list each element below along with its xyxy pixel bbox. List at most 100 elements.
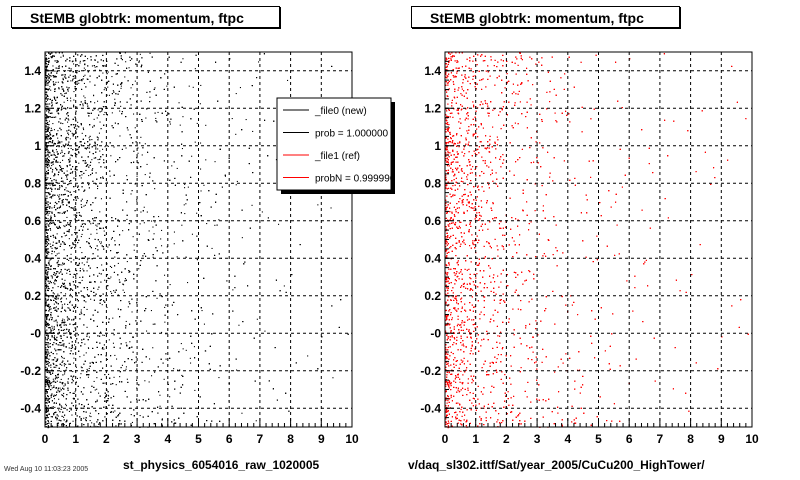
- data-point: [68, 183, 70, 185]
- data-point: [45, 198, 47, 200]
- data-point: [62, 282, 64, 284]
- data-point: [73, 55, 75, 57]
- data-point: [65, 363, 67, 365]
- data-point: [49, 373, 51, 375]
- data-point: [65, 60, 67, 62]
- data-point: [136, 398, 138, 400]
- data-point: [58, 398, 60, 400]
- data-point: [191, 155, 193, 157]
- data-point: [174, 177, 176, 179]
- data-point: [45, 172, 47, 174]
- data-point: [66, 272, 68, 274]
- data-point: [133, 249, 135, 251]
- data-point: [69, 74, 71, 76]
- data-point: [123, 284, 125, 286]
- data-point: [69, 157, 71, 159]
- data-point: [55, 319, 57, 321]
- data-point: [50, 373, 52, 375]
- data-point: [196, 212, 198, 214]
- data-point: [85, 301, 87, 303]
- data-point: [46, 326, 48, 328]
- data-point: [181, 155, 183, 157]
- data-point: [94, 102, 96, 104]
- data-point: [53, 282, 55, 284]
- data-point: [92, 218, 94, 220]
- data-point: [60, 56, 62, 58]
- data-point: [113, 334, 115, 336]
- data-point: [140, 260, 142, 262]
- data-point: [61, 425, 63, 427]
- data-point: [46, 392, 48, 394]
- data-point: [94, 309, 96, 311]
- data-point: [66, 210, 68, 212]
- data-point: [73, 307, 75, 309]
- data-point: [96, 225, 98, 227]
- data-point: [153, 157, 155, 159]
- data-point: [190, 362, 192, 364]
- data-point: [159, 394, 161, 396]
- data-point: [203, 323, 205, 325]
- data-point: [61, 364, 63, 366]
- data-point: [88, 137, 90, 139]
- data-point: [98, 162, 100, 164]
- data-point: [62, 88, 64, 90]
- data-point: [226, 280, 228, 282]
- data-point: [49, 207, 51, 209]
- data-point: [70, 130, 72, 132]
- data-point: [52, 381, 54, 383]
- data-point: [115, 384, 117, 386]
- data-point: [134, 127, 136, 129]
- data-point: [67, 87, 69, 89]
- data-point: [79, 247, 81, 249]
- data-point: [111, 76, 113, 78]
- data-point: [73, 177, 75, 179]
- data-point: [51, 253, 53, 255]
- data-point: [69, 159, 71, 161]
- data-point: [93, 118, 95, 120]
- data-point: [108, 94, 110, 96]
- data-point: [81, 252, 83, 254]
- data-point: [57, 286, 59, 288]
- data-point: [47, 105, 49, 107]
- data-point: [51, 393, 53, 395]
- data-point: [73, 91, 75, 93]
- data-point: [47, 212, 49, 214]
- data-point: [76, 169, 78, 171]
- data-point: [125, 366, 127, 368]
- data-point: [145, 117, 147, 119]
- data-point: [194, 318, 196, 320]
- data-point: [113, 376, 115, 378]
- data-point: [55, 417, 57, 419]
- data-point: [79, 377, 81, 379]
- data-point: [182, 348, 184, 350]
- data-point: [214, 161, 216, 163]
- data-point: [47, 206, 49, 208]
- data-point: [62, 77, 64, 79]
- data-point: [173, 243, 175, 245]
- data-point: [161, 229, 163, 231]
- data-point: [60, 271, 62, 273]
- data-point: [54, 309, 56, 311]
- data-point: [65, 174, 67, 176]
- data-point: [77, 186, 79, 188]
- data-point: [93, 124, 95, 126]
- data-point: [47, 336, 49, 338]
- data-point: [124, 268, 126, 270]
- data-point: [178, 102, 180, 104]
- data-point: [89, 412, 91, 414]
- data-point: [58, 272, 60, 274]
- data-point: [124, 278, 126, 280]
- data-point: [61, 264, 63, 266]
- data-point: [86, 147, 88, 149]
- data-point: [51, 247, 53, 249]
- data-point: [154, 188, 156, 190]
- data-point: [91, 139, 93, 141]
- data-point: [68, 307, 70, 309]
- data-point: [54, 205, 56, 207]
- data-point: [63, 322, 65, 324]
- data-point: [66, 166, 68, 168]
- data-point: [84, 69, 86, 71]
- data-point: [83, 223, 85, 225]
- data-point: [181, 224, 183, 226]
- data-point: [62, 394, 64, 396]
